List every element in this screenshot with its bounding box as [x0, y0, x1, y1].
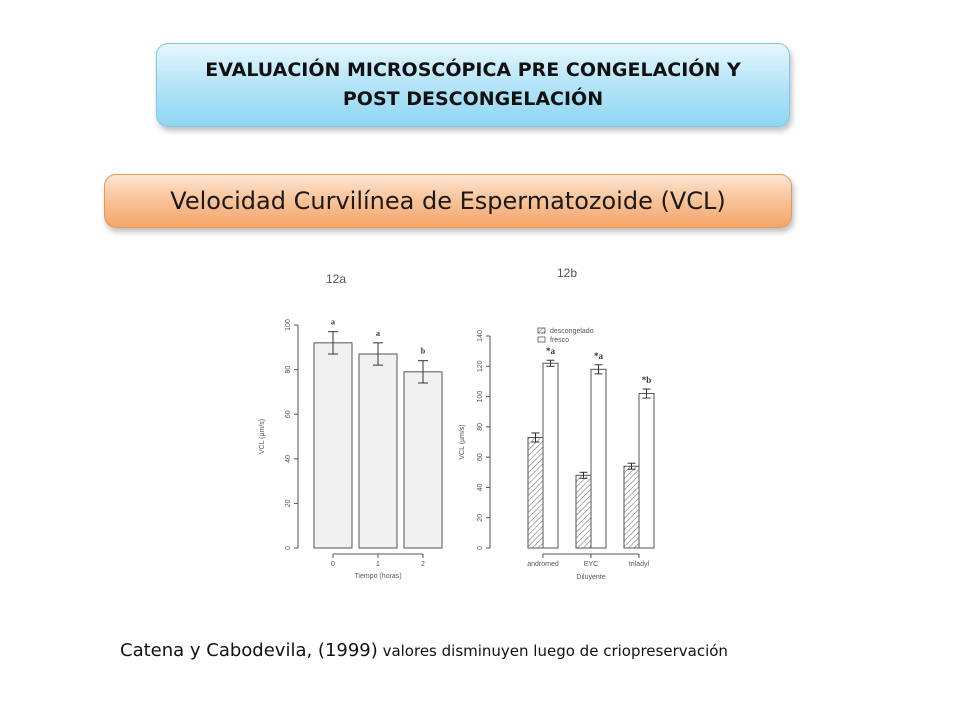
y-tick-label: 100 — [477, 391, 484, 403]
bar — [313, 342, 353, 549]
legend-swatch — [537, 327, 546, 334]
y-axis-label: VCL (µm/s) — [459, 424, 466, 459]
x-axis-label: Tiempo (horas) — [354, 573, 401, 580]
y-tick-label: 80 — [477, 423, 484, 431]
bar-descongelado — [575, 474, 592, 549]
bar-fresco — [542, 362, 559, 549]
y-axis-label: VCL (µm/s) — [259, 419, 266, 454]
chart-12b: 0 20 40 60 80 100 120 140 VCL (µm/s) *a *a *b androm… — [459, 327, 655, 581]
chart-12a: 0 20 40 60 80 100 VCL (µm/s) a 0 a 1 b 2 Tiempo (hora… — [259, 318, 443, 580]
y-tick-label: 40 — [285, 455, 292, 463]
caption-text: valores disminuyen luego de criopreserva… — [377, 642, 728, 660]
significance-label: a — [376, 329, 380, 338]
bar-descongelado — [527, 436, 544, 549]
legend-label: fresco — [550, 337, 569, 344]
title-banner: EVALUACIÓN MICROSCÓPICA PRE CONGELACIÓN … — [156, 43, 790, 127]
slide-subtitle: Velocidad Curvilínea de Espermatozoide (… — [170, 187, 726, 215]
x-tick-label: 1 — [376, 561, 380, 568]
significance-label: a — [331, 318, 335, 327]
y-tick-label: 40 — [477, 483, 484, 491]
y-tick-label: 100 — [285, 319, 292, 331]
figure-12b-label: 12b — [557, 266, 578, 280]
y-tick-label: 60 — [477, 453, 484, 461]
x-tick-label: EYC — [584, 561, 598, 568]
y-tick-label: 60 — [285, 410, 292, 418]
x-tick-label: 0 — [331, 561, 335, 568]
y-tick-label: 0 — [477, 546, 484, 550]
caption-authors: Catena y Cabodevila, (1999) — [120, 640, 378, 661]
y-tick-label: 20 — [477, 514, 484, 522]
x-axis-label: Diluyente — [576, 574, 605, 581]
x-tick-label: triladyl — [629, 561, 650, 568]
caption: Catena y Cabodevila, (1999) valores dism… — [120, 640, 728, 661]
legend-swatch — [537, 336, 546, 343]
bar — [403, 371, 443, 549]
x-tick-label: andromed — [527, 561, 559, 568]
bar — [358, 353, 398, 549]
y-tick-label: 80 — [285, 366, 292, 374]
bar-fresco — [590, 368, 607, 549]
subtitle-banner: Velocidad Curvilínea de Espermatozoide (… — [104, 174, 792, 228]
significance-label: *b — [642, 375, 652, 385]
significance-label: *a — [594, 351, 604, 361]
significance-label: b — [421, 347, 426, 356]
figure-12a-label: 12a — [326, 272, 347, 286]
y-tick-label: 20 — [285, 499, 292, 507]
x-tick-label: 2 — [421, 561, 425, 568]
bar-descongelado — [623, 465, 640, 549]
bar-fresco — [638, 393, 655, 549]
y-tick-label: 0 — [285, 546, 292, 550]
slide-title: EVALUACIÓN MICROSCÓPICA PRE CONGELACIÓN … — [205, 59, 741, 110]
significance-label: *a — [546, 346, 556, 356]
y-tick-label: 140 — [477, 330, 484, 342]
y-tick-label: 120 — [477, 360, 484, 372]
legend-label: descongelado — [550, 328, 594, 335]
